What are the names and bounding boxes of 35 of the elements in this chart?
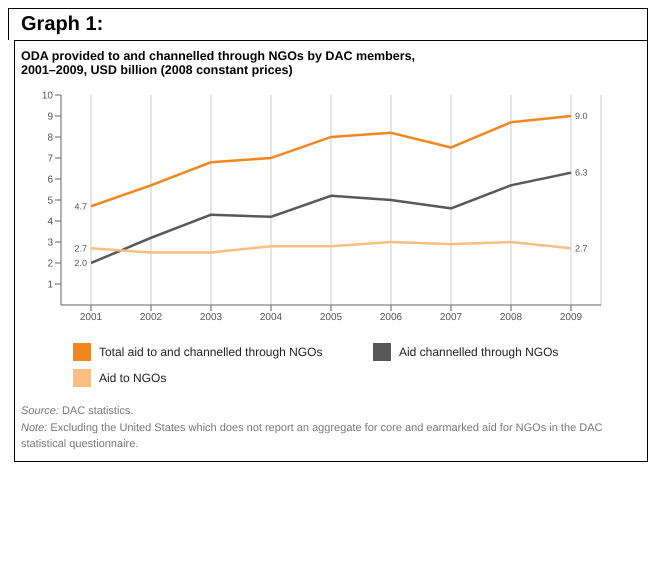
x-tick-label: 2006	[380, 312, 403, 324]
data-label: 6.3	[575, 168, 588, 178]
y-tick-label: 10	[42, 90, 54, 102]
y-tick-label: 6	[47, 174, 54, 186]
x-tick-label: 2004	[260, 312, 283, 324]
x-tick-label: 2007	[440, 312, 463, 324]
y-tick-label: 8	[47, 132, 54, 144]
y-tick-label: 5	[47, 196, 54, 207]
data-label: 4.7	[74, 201, 87, 212]
source-note: Source: DAC statistics.	[21, 404, 134, 419]
data-label: 2.0	[74, 258, 87, 268]
y-tick-label: 4	[47, 216, 54, 228]
legend-label: Aid channelled through NGOs	[399, 345, 558, 359]
line-series	[90, 114, 572, 208]
chart-title: Graph 1:	[8, 8, 648, 40]
legend-label: Aid to NGOs	[99, 371, 166, 385]
x-tick-label: 2001	[80, 312, 103, 324]
line-series	[90, 171, 572, 264]
line-series	[90, 240, 572, 254]
x-tick-label: 2009	[560, 312, 583, 324]
y-tick-label: 9	[47, 112, 54, 123]
data-label: 9.0	[575, 111, 588, 121]
y-tick-label: 2	[47, 258, 54, 270]
text: Note: Excluding the United States which does not report an aggregate for core and earmarked aid for NGOs in the DAC statistical questionnaire.	[21, 420, 604, 452]
chart-subtitle: ODA provided to and channelled through NGOs by DAC members, 2001–2009, USD billion (2008 constant prices)	[21, 49, 416, 77]
x-tick-label: 2003	[200, 312, 223, 324]
data-label: 2.7	[575, 243, 588, 254]
data-label: 2.7	[74, 243, 87, 254]
x-tick-label: 2008	[500, 312, 523, 324]
legend-label: Total aid to and channelled through NGOs	[99, 345, 322, 359]
y-tick-label: 1	[47, 280, 54, 291]
x-tick-label: 2005	[320, 312, 343, 324]
x-tick-label: 2002	[140, 312, 163, 324]
y-tick-label: 7	[47, 154, 54, 165]
y-tick-label: 3	[47, 238, 54, 249]
